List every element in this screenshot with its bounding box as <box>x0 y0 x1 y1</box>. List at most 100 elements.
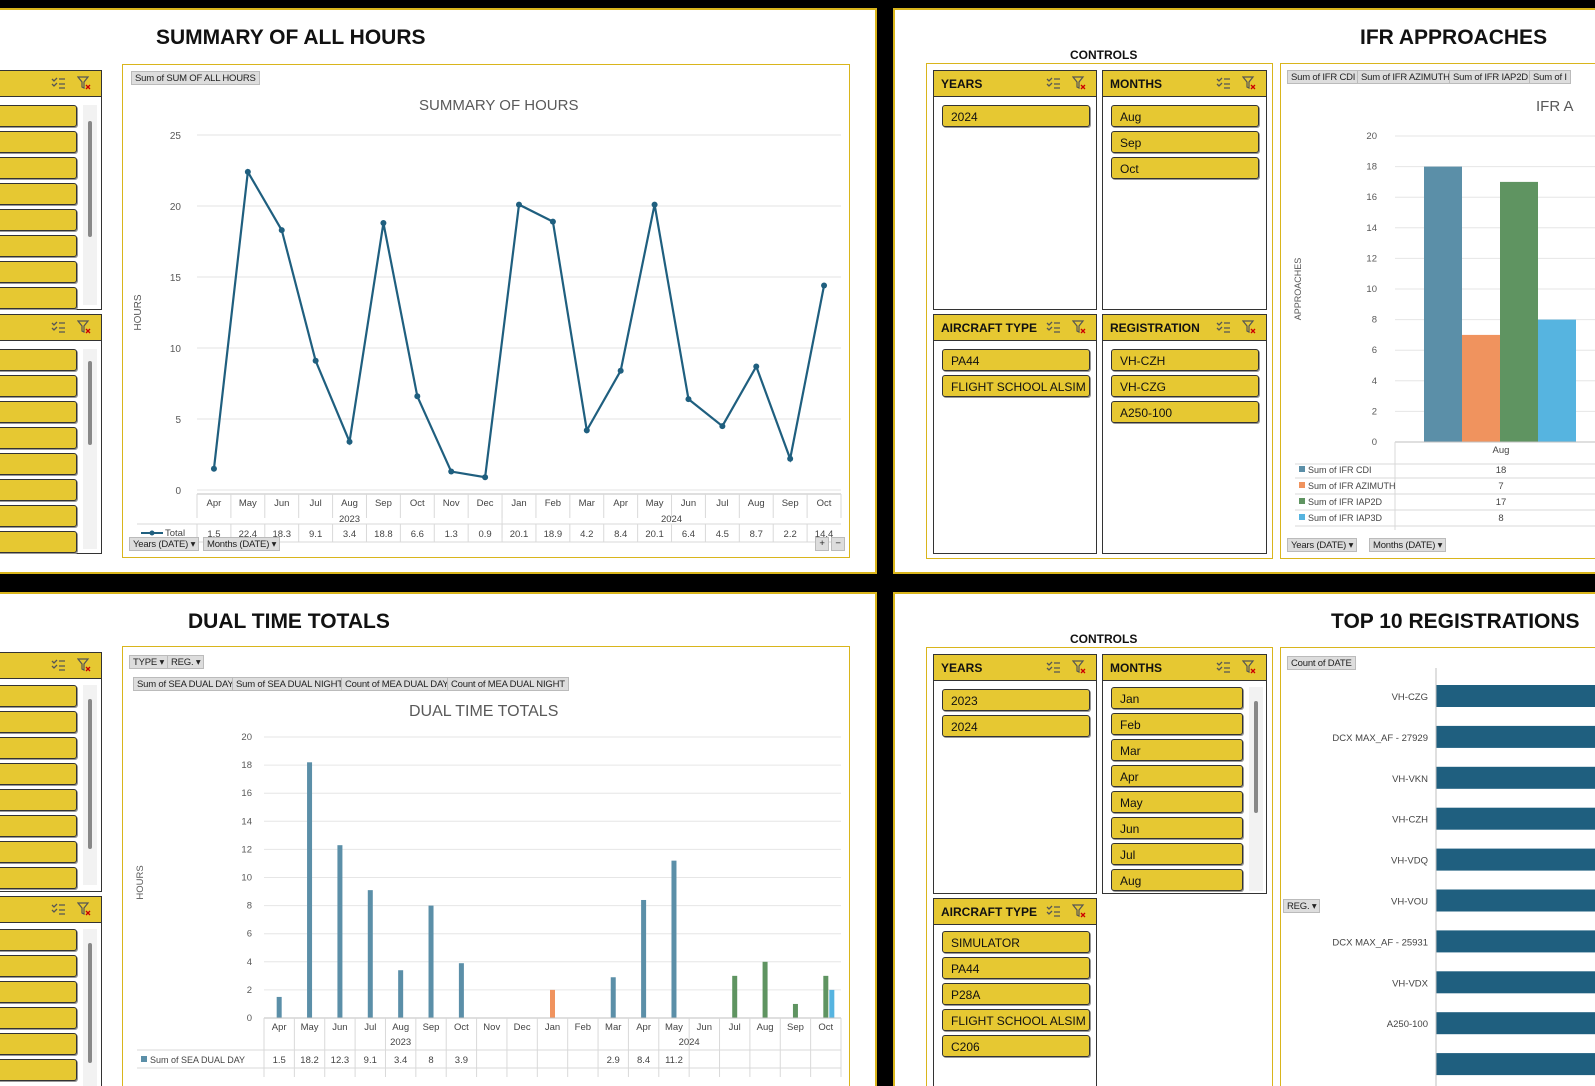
slicer-item-c206[interactable]: C206 <box>942 1035 1090 1057</box>
slicer-scrollbar[interactable] <box>83 929 97 1086</box>
slicer-item[interactable] <box>0 867 77 889</box>
slicer-item[interactable] <box>0 981 77 1003</box>
clear-filter-icon[interactable] <box>77 76 91 90</box>
slicer-item[interactable] <box>0 427 77 449</box>
slicer-item-a250[interactable]: A250-100 <box>1111 401 1259 423</box>
clear-filter-icon[interactable] <box>77 320 91 334</box>
field-tag-count[interactable]: Count of DATE <box>1287 656 1356 670</box>
clear-filter-icon[interactable] <box>1072 660 1086 674</box>
field-tag[interactable]: Sum of SUM OF ALL HOURS <box>131 71 260 85</box>
slicer-item[interactable] <box>0 453 77 475</box>
slicer-item[interactable] <box>0 401 77 423</box>
slicer-item[interactable] <box>0 711 77 733</box>
slicer-item[interactable] <box>0 235 77 257</box>
slicer-item[interactable] <box>0 183 77 205</box>
clear-filter-icon[interactable] <box>1072 76 1086 90</box>
slicer-item-jun[interactable]: Jun <box>1111 817 1243 839</box>
slicer-item-may[interactable]: May <box>1111 791 1243 813</box>
slicer-item-pa44[interactable]: PA44 <box>942 957 1090 979</box>
slicer-item-jan[interactable]: Jan <box>1111 687 1243 709</box>
expand-button[interactable]: + <box>815 537 829 551</box>
slicer-item[interactable] <box>0 105 77 127</box>
slicer-item-jul[interactable]: Jul <box>1111 843 1243 865</box>
slicer-item-2024[interactable]: 2024 <box>942 715 1090 737</box>
clear-filter-icon[interactable] <box>1072 904 1086 918</box>
slicer-item[interactable] <box>0 841 77 863</box>
axis-button-years[interactable]: Years (DATE) ▾ <box>129 537 200 551</box>
collapse-button[interactable]: − <box>831 537 845 551</box>
clear-filter-icon[interactable] <box>1072 320 1086 334</box>
slicer-item-vh-czg[interactable]: VH-CZG <box>1111 375 1259 397</box>
slicer-item[interactable] <box>0 505 77 527</box>
slicer-item[interactable] <box>0 815 77 837</box>
clear-filter-icon[interactable] <box>1242 76 1256 90</box>
slicer-item-p28a[interactable]: P28A <box>942 983 1090 1005</box>
multi-select-icon[interactable] <box>1216 320 1230 334</box>
slicer-item-2023[interactable]: 2023 <box>942 689 1090 711</box>
slicer-item[interactable] <box>0 1007 77 1029</box>
slicer-item[interactable] <box>0 209 77 231</box>
slicer-item[interactable] <box>0 763 77 785</box>
clear-filter-icon[interactable] <box>77 902 91 916</box>
slicer-item[interactable] <box>0 349 77 371</box>
multi-select-icon[interactable] <box>1216 76 1230 90</box>
slicer-item[interactable] <box>0 261 77 283</box>
reg-filter-button[interactable]: REG. ▾ <box>1283 899 1321 913</box>
field-tag-azimuth[interactable]: Sum of IFR AZIMUTH <box>1357 70 1454 84</box>
multi-select-icon[interactable] <box>1216 660 1230 674</box>
multi-select-icon[interactable] <box>1046 320 1060 334</box>
field-tag-cdi[interactable]: Sum of IFR CDI <box>1287 70 1360 84</box>
multi-select-icon[interactable] <box>1046 904 1060 918</box>
slicer-item[interactable] <box>0 737 77 759</box>
slicer-item[interactable] <box>0 375 77 397</box>
clear-filter-icon[interactable] <box>1242 320 1256 334</box>
axis-button-months[interactable]: Months (DATE) ▾ <box>203 537 281 551</box>
slicer-item[interactable] <box>0 929 77 951</box>
clear-filter-icon[interactable] <box>1242 660 1256 674</box>
slicer-item-mar[interactable]: Mar <box>1111 739 1243 761</box>
slicer-item-aug[interactable]: Aug <box>1111 869 1243 891</box>
slicer-item[interactable] <box>0 789 77 811</box>
slicer-scrollbar[interactable] <box>83 105 97 305</box>
field-tag-sea-day[interactable]: Sum of SEA DUAL DAY <box>133 677 238 691</box>
slicer-item-alsim[interactable]: FLIGHT SCHOOL ALSIM <box>942 1009 1090 1031</box>
slicer-item[interactable] <box>0 531 77 553</box>
multi-select-icon[interactable] <box>51 320 65 334</box>
slicer-item-feb[interactable]: Feb <box>1111 713 1243 735</box>
multi-select-icon[interactable] <box>1046 76 1060 90</box>
field-tag-iap2d[interactable]: Sum of IFR IAP2D <box>1449 70 1532 84</box>
slicer-item[interactable] <box>0 1033 77 1055</box>
slicer-scrollbar[interactable] <box>83 685 97 885</box>
axis-button-months[interactable]: Months (DATE) ▾ <box>1369 538 1447 552</box>
slicer-item[interactable] <box>0 479 77 501</box>
field-tag-mea-night[interactable]: Count of MEA DUAL NIGHT <box>447 677 569 691</box>
slicer-item[interactable] <box>0 287 77 309</box>
slicer-scrollbar[interactable] <box>1249 687 1263 891</box>
field-tag-mea-day[interactable]: Count of MEA DUAL DAY <box>341 677 453 691</box>
filter-button-reg[interactable]: REG. ▾ <box>167 655 205 669</box>
slicer-item-2024[interactable]: 2024 <box>942 105 1090 127</box>
slicer-item[interactable] <box>0 955 77 977</box>
slicer-item-oct[interactable]: Oct <box>1111 157 1259 179</box>
slicer-item-simulator[interactable]: SIMULATOR <box>942 931 1090 953</box>
slicer-item[interactable] <box>0 685 77 707</box>
slicer-item-alsim[interactable]: FLIGHT SCHOOL ALSIM <box>942 375 1090 397</box>
multi-select-icon[interactable] <box>51 76 65 90</box>
slicer-item-apr[interactable]: Apr <box>1111 765 1243 787</box>
axis-button-years[interactable]: Years (DATE) ▾ <box>1287 538 1358 552</box>
slicer-item-vh-czh[interactable]: VH-CZH <box>1111 349 1259 371</box>
slicer-item[interactable] <box>0 157 77 179</box>
clear-filter-icon[interactable] <box>77 658 91 672</box>
slicer-scrollbar[interactable] <box>83 349 97 549</box>
filter-button-type[interactable]: TYPE ▾ <box>129 655 169 669</box>
slicer-item-aug[interactable]: Aug <box>1111 105 1259 127</box>
slicer-item[interactable] <box>0 1059 77 1081</box>
field-tag-other[interactable]: Sum of I <box>1529 70 1571 84</box>
field-tag-sea-night[interactable]: Sum of SEA DUAL NIGHT <box>232 677 347 691</box>
slicer-item-pa44[interactable]: PA44 <box>942 349 1090 371</box>
slicer-item-sep[interactable]: Sep <box>1111 131 1259 153</box>
multi-select-icon[interactable] <box>1046 660 1060 674</box>
multi-select-icon[interactable] <box>51 902 65 916</box>
multi-select-icon[interactable] <box>51 658 65 672</box>
slicer-item[interactable] <box>0 131 77 153</box>
